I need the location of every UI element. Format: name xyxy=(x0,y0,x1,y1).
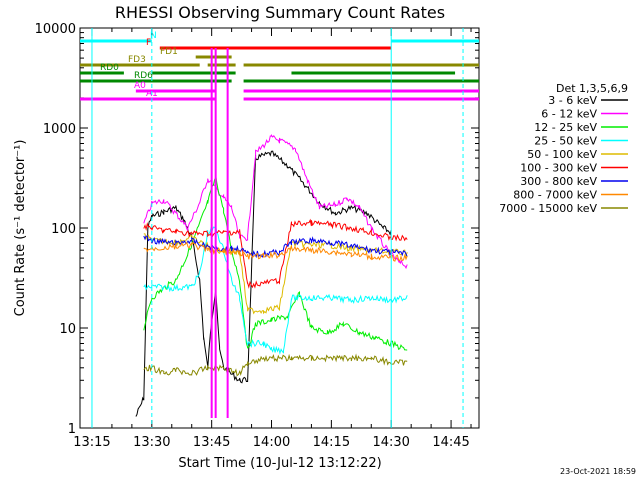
flag-label-FD3: FD3 xyxy=(128,55,146,65)
flag-label-RD6: RD6 xyxy=(134,71,153,81)
x-tick-label: 13:15 xyxy=(73,435,110,450)
axes-layer: 13:15 13:30 13:45 14:00 14:15 14:30 14:45 1 10 10… xyxy=(35,22,479,450)
legend-label-7: 800 - 7000 keV xyxy=(513,189,597,202)
legend-label-5: 100 - 300 keV xyxy=(520,162,597,175)
x-tick-label: 14:30 xyxy=(372,435,409,450)
legend-label-2: 12 - 25 keV xyxy=(534,121,597,134)
y-tick-label: 1000 xyxy=(43,122,76,137)
y-tick-label: 10 xyxy=(59,322,76,337)
flags-layer: NFFD1FD3RD0RD6A0A1 xyxy=(80,28,479,428)
series-line-1 xyxy=(143,133,408,270)
chart-title: RHESSI Observing Summary Count Rates xyxy=(115,3,445,22)
x-tick-label: 14:45 xyxy=(432,435,469,450)
series-line-2 xyxy=(143,174,408,351)
legend-label-8: 7000 - 15000 keV xyxy=(499,202,597,215)
series-line-8 xyxy=(143,353,408,377)
legend-title: Det 1,3,5,6,9 xyxy=(556,82,628,95)
series-line-7 xyxy=(143,241,408,262)
flag-label-FD1: FD1 xyxy=(160,47,178,57)
legend-label-6: 300 - 800 keV xyxy=(520,175,597,188)
legend-label-1: 6 - 12 keV xyxy=(541,108,597,121)
y-tick-label: 10000 xyxy=(35,22,76,37)
series-line-3 xyxy=(143,225,408,355)
legend-label-0: 3 - 6 keV xyxy=(548,94,597,107)
x-tick-label: 14:00 xyxy=(253,435,290,450)
y-tick-label: 1 xyxy=(68,422,76,437)
flag-label-RD0: RD0 xyxy=(100,63,119,73)
legend-label-3: 25 - 50 keV xyxy=(534,135,597,148)
y-axis-label: Count Rate (s⁻¹ detector⁻¹) xyxy=(13,140,28,317)
series-line-5 xyxy=(143,218,408,289)
x-axis-label: Start Time (10-Jul-12 13:12:22) xyxy=(178,456,381,471)
x-tick-label: 13:30 xyxy=(133,435,170,450)
footer-timestamp: 23-Oct-2021 18:59 xyxy=(560,467,636,476)
x-tick-label: 14:15 xyxy=(313,435,350,450)
series-layer xyxy=(135,133,408,417)
y-tick-label: 100 xyxy=(51,222,76,237)
y-axis-label-group: Count Rate (s⁻¹ detector⁻¹) xyxy=(13,140,28,317)
series-line-0 xyxy=(135,150,392,417)
flag-label-A0: A0 xyxy=(134,81,146,91)
x-tick-label: 13:45 xyxy=(193,435,230,450)
series-line-4 xyxy=(143,233,408,315)
flag-label-N: N xyxy=(150,31,157,41)
legend-label-4: 50 - 100 keV xyxy=(527,148,597,161)
series-line-6 xyxy=(143,235,408,259)
flag-label-F: F xyxy=(146,38,151,48)
